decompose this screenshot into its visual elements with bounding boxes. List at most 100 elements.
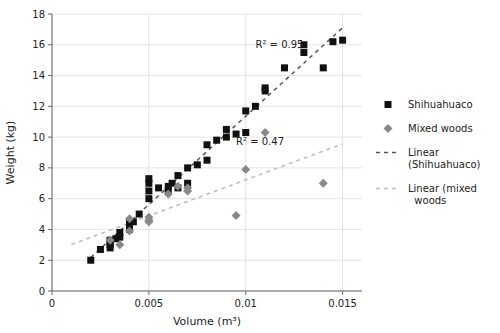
scatter-point [145, 175, 152, 182]
scatter-point [320, 64, 327, 71]
legend-label: Mixed woods [408, 123, 473, 134]
scatter-point [144, 213, 153, 222]
scatter-point [300, 49, 307, 56]
legend-label-line: Mixed woods [408, 123, 473, 134]
y-tick-label: 16 [32, 39, 45, 50]
y-tick-label: 12 [32, 101, 45, 112]
y-tick [48, 106, 52, 107]
x-tick [245, 291, 246, 295]
scatter-series [106, 128, 328, 249]
grid [52, 14, 362, 291]
annotations: R² = 0.95 R² = 0.47 [236, 39, 303, 147]
y-tick-label: 18 [32, 9, 45, 20]
y-tick-label: 4 [39, 224, 45, 235]
y-axis-line [52, 14, 53, 291]
y-tick-label: 2 [39, 255, 45, 266]
y-tick [48, 198, 52, 199]
chart-container: 00.0050.010.015024681012141618Volume (m³… [0, 0, 500, 333]
scatter-point [329, 38, 336, 45]
y-tick-label: 0 [39, 286, 45, 297]
scatter-point [194, 161, 201, 168]
scatter-point [97, 246, 104, 253]
scatter-point [106, 236, 115, 245]
scatter-point [184, 164, 191, 171]
scatter-point [174, 172, 181, 179]
y-grid-line [52, 260, 362, 261]
y-grid-line [52, 167, 362, 168]
y-tick [48, 137, 52, 138]
x-axis-line [52, 291, 362, 292]
y-grid-line [52, 106, 362, 107]
scatter-point [242, 107, 249, 114]
x-axis-label: Volume (m³) [173, 315, 241, 328]
y-grid-line [52, 44, 362, 45]
scatter-point [262, 84, 269, 91]
scatter-series [87, 37, 346, 264]
x-grid-line [245, 14, 246, 291]
axes: 00.0050.010.015024681012141618 [32, 9, 362, 310]
scatter-point [87, 257, 94, 264]
y-tick-label: 10 [32, 132, 45, 143]
y-grid-line [52, 229, 362, 230]
annotation: R² = 0.47 [236, 136, 284, 147]
legend-label: Shihuahuaco [408, 99, 473, 110]
scatter-point [164, 190, 173, 199]
legend: Shihuahuaco Mixed woods Linear(Shihuahuaco… [376, 99, 481, 206]
y-axis-label: Weight (kg) [4, 121, 17, 185]
trend-line [71, 144, 342, 245]
scatter-point [281, 64, 288, 71]
scatter-point [252, 103, 259, 110]
y-grid-line [52, 137, 362, 138]
scatter-point [319, 179, 328, 188]
y-grid-line [52, 14, 362, 15]
scatter-point [213, 137, 220, 144]
x-grid-line [52, 14, 53, 291]
scatter-point [232, 211, 241, 220]
legend-label-line: Linear (mixed [408, 183, 477, 194]
y-tick-label: 8 [39, 162, 45, 173]
annotation: R² = 0.95 [255, 39, 303, 50]
y-tick [48, 44, 52, 45]
legend-label-line: woods [408, 195, 446, 206]
scatter-point [136, 211, 143, 218]
scatter-point [125, 214, 134, 223]
scatter-point [145, 187, 152, 194]
legend-swatch [385, 101, 392, 108]
legend-label: Linear (mixed woods [408, 183, 477, 206]
scatter-point [223, 126, 230, 133]
scatter-point [204, 157, 211, 164]
scatter-point [223, 134, 230, 141]
y-grid-line [52, 198, 362, 199]
y-tick [48, 229, 52, 230]
y-tick-label: 14 [32, 70, 45, 81]
x-tick-label: 0.015 [328, 298, 357, 309]
y-grid-line [52, 75, 362, 76]
legend-label: Linear(Shihuahuaco) [408, 147, 481, 170]
x-grid-line [342, 14, 343, 291]
x-tick [148, 291, 149, 295]
scatter-point [116, 229, 123, 236]
legend-swatch [376, 152, 400, 154]
scatter-point [145, 195, 152, 202]
trend-line [91, 28, 343, 258]
scatter-point [183, 186, 192, 195]
scatter-point [339, 37, 346, 44]
scatter-point [173, 182, 182, 191]
y-tick [48, 75, 52, 76]
legend-swatch [376, 188, 400, 190]
plot-marks [71, 28, 346, 264]
x-tick [342, 291, 343, 295]
scatter-point [115, 240, 124, 249]
scatter-point [155, 184, 162, 191]
x-grid-line [148, 14, 149, 291]
y-tick-label: 6 [39, 193, 45, 204]
scatter-point [125, 226, 134, 235]
scatter-point [204, 141, 211, 148]
legend-label-line: Linear [408, 147, 440, 158]
x-tick-label: 0 [49, 298, 55, 309]
x-tick [52, 291, 53, 295]
chart: 00.0050.010.015024681012141618Volume (m³… [0, 0, 500, 333]
legend-label-line: Shihuahuaco [408, 99, 473, 110]
legend-label-line: (Shihuahuaco) [408, 159, 481, 170]
y-tick [48, 167, 52, 168]
